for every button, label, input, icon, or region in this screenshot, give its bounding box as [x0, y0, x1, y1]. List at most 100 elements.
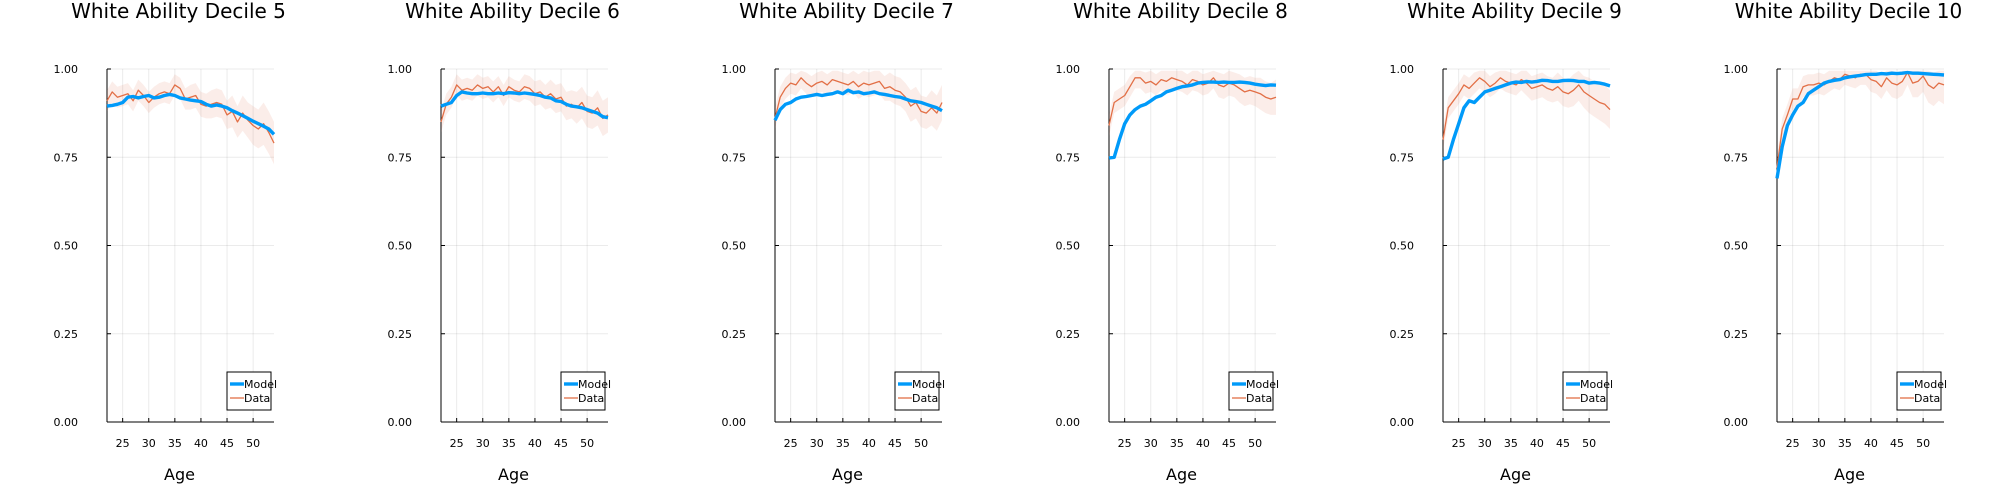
x-tick-label: 30 — [810, 437, 824, 450]
x-axis-label: Age — [498, 465, 529, 484]
x-axis-label: Age — [832, 465, 863, 484]
x-tick-label: 45 — [220, 437, 234, 450]
x-tick-label: 40 — [862, 437, 876, 450]
y-tick-label: 1.00 — [388, 63, 413, 76]
legend-label-model: Model — [244, 378, 277, 391]
legend-box — [894, 371, 940, 411]
y-tick-label: 0.75 — [388, 151, 413, 164]
y-tick-label: 0.25 — [1724, 328, 1749, 341]
chart-panel-5: White Ability Decile 9 0.00 0.25 0.50 0.75 1.… — [1390, 0, 1622, 484]
series-line-model — [773, 88, 943, 121]
y-tick-label: 0.00 — [1056, 416, 1081, 429]
x-tick-label: 25 — [1452, 437, 1466, 450]
x-tick-label: 30 — [142, 437, 156, 450]
y-tick-label: 0.25 — [1390, 328, 1415, 341]
y-tick-label: 0.75 — [1390, 151, 1415, 164]
y-tick-label: 1.00 — [54, 63, 79, 76]
chart-title: White Ability Decile 5 — [71, 0, 286, 23]
x-tick-label: 45 — [888, 437, 902, 450]
y-tick-label: 0.75 — [1724, 151, 1749, 164]
chart-title: White Ability Decile 8 — [1073, 0, 1288, 23]
x-axis-label: Age — [164, 465, 195, 484]
y-tick-label: 0.00 — [54, 416, 79, 429]
y-tick-label: 0.25 — [54, 328, 79, 341]
x-tick-label: 35 — [836, 437, 850, 450]
x-tick-label: 30 — [1812, 437, 1826, 450]
legend-box — [226, 371, 272, 411]
x-tick-label: 40 — [528, 437, 542, 450]
y-tick-label: 0.50 — [1724, 240, 1749, 253]
x-tick-label: 45 — [1222, 437, 1236, 450]
x-tick-label: 25 — [784, 437, 798, 450]
y-tick-label: 0.25 — [388, 328, 413, 341]
x-tick-label: 45 — [1890, 437, 1904, 450]
series-line-data — [440, 84, 609, 123]
series-line-model — [106, 92, 276, 136]
legend-label-model: Model — [1914, 378, 1947, 391]
legend-label-data: Data — [244, 392, 270, 405]
chart-title: White Ability Decile 10 — [1735, 0, 1963, 23]
x-tick-label: 25 — [1786, 437, 1800, 450]
x-tick-label: 35 — [502, 437, 516, 450]
legend-label-data: Data — [912, 392, 938, 405]
y-tick-label: 0.50 — [1056, 240, 1081, 253]
legend-box — [1562, 371, 1608, 411]
chart-panel-1: White Ability Decile 5 0.00 0.25 0.50 0.75 1.… — [54, 0, 286, 484]
series-band-data — [441, 74, 608, 137]
x-tick-label: 50 — [1916, 437, 1930, 450]
y-tick-label: 0.50 — [388, 240, 413, 253]
y-tick-label: 1.00 — [722, 63, 747, 76]
legend-box — [1896, 371, 1942, 411]
x-axis-label: Age — [1166, 465, 1197, 484]
series-line-data — [774, 77, 943, 119]
x-tick-label: 45 — [1556, 437, 1570, 450]
y-tick-label: 1.00 — [1390, 63, 1415, 76]
series-band-data — [1109, 70, 1276, 137]
chart-title: White Ability Decile 6 — [405, 0, 620, 23]
legend-label-data: Data — [1246, 392, 1272, 405]
y-tick-label: 0.25 — [722, 328, 747, 341]
x-tick-label: 35 — [1838, 437, 1852, 450]
y-tick-label: 0.25 — [1056, 328, 1081, 341]
x-tick-label: 50 — [580, 437, 594, 450]
y-tick-label: 0.75 — [1056, 151, 1081, 164]
series-line-model — [440, 90, 609, 120]
x-tick-label: 30 — [1478, 437, 1492, 450]
chart-panel-2: White Ability Decile 6 0.00 0.25 0.50 0.75 1.… — [388, 0, 620, 484]
legend-label-data: Data — [1914, 392, 1940, 405]
legend-label-data: Data — [578, 392, 604, 405]
x-axis-label: Age — [1834, 465, 1865, 484]
y-tick-label: 1.00 — [1056, 63, 1081, 76]
legend-label-model: Model — [912, 378, 945, 391]
x-tick-label: 25 — [1118, 437, 1132, 450]
y-tick-label: 0.00 — [388, 416, 413, 429]
x-tick-label: 25 — [116, 437, 130, 450]
series-line-model — [1775, 70, 1945, 179]
series-line-model — [1108, 80, 1277, 160]
legend-label-model: Model — [1580, 378, 1613, 391]
legend-label-model: Model — [1246, 378, 1279, 391]
x-tick-label: 50 — [246, 437, 260, 450]
y-tick-label: 0.50 — [722, 240, 747, 253]
y-tick-label: 0.00 — [1390, 416, 1415, 429]
legend-box — [560, 371, 606, 411]
series-line-model — [1442, 78, 1611, 161]
x-tick-label: 50 — [1582, 437, 1596, 450]
chart-panel-3: White Ability Decile 7 0.00 0.25 0.50 0.75 1.… — [722, 0, 954, 484]
chart-title: White Ability Decile 7 — [739, 0, 954, 23]
y-tick-label: 0.50 — [1390, 240, 1415, 253]
y-tick-label: 0.75 — [54, 151, 79, 164]
x-tick-label: 50 — [1248, 437, 1262, 450]
legend-label-model: Model — [578, 378, 611, 391]
y-tick-label: 0.75 — [722, 151, 747, 164]
x-axis-label: Age — [1500, 465, 1531, 484]
x-tick-label: 40 — [194, 437, 208, 450]
x-tick-label: 30 — [476, 437, 490, 450]
x-tick-label: 45 — [554, 437, 568, 450]
